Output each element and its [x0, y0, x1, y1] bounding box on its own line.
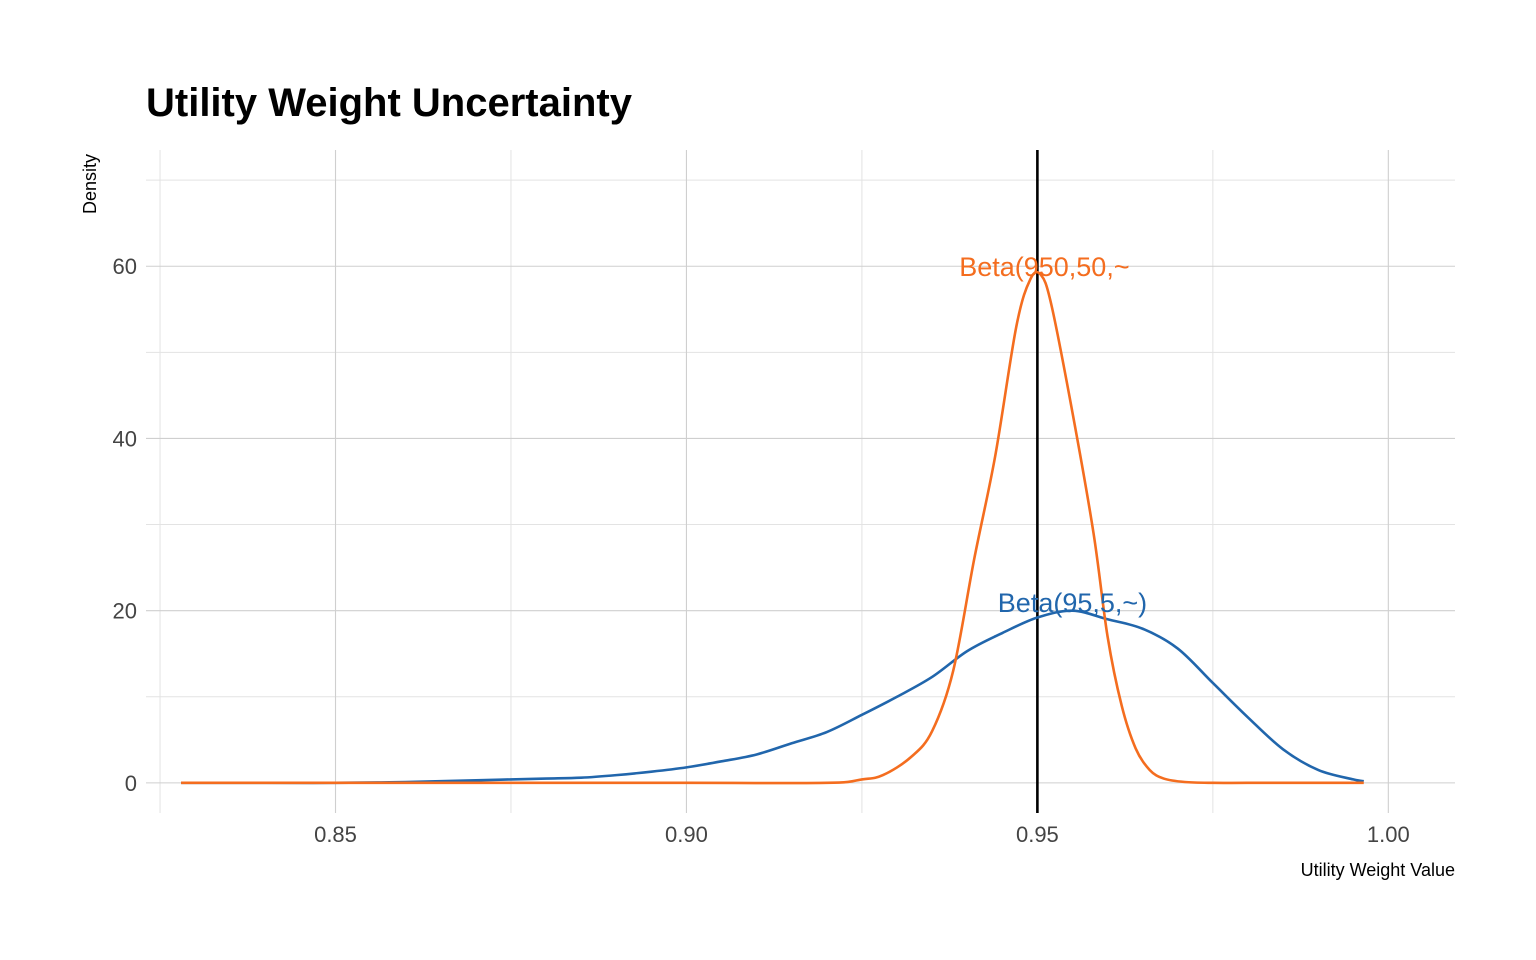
y-tick-label: 20 — [113, 599, 137, 624]
y-tick-label: 60 — [113, 254, 137, 279]
density-line-1 — [181, 270, 1364, 785]
y-tick-label: 40 — [113, 426, 137, 451]
x-tick-label: 0.90 — [665, 822, 708, 847]
grid-lines — [146, 150, 1455, 813]
y-tick-label: 0 — [125, 771, 137, 796]
chart-title: Utility Weight Uncertainty — [146, 81, 633, 125]
x-tick-label: 0.95 — [1016, 822, 1059, 847]
y-tick-labels: 0 20 40 60 — [113, 254, 137, 796]
x-tick-label: 1.00 — [1367, 822, 1410, 847]
series-group — [181, 270, 1364, 785]
y-axis-label: Density — [80, 154, 100, 214]
series-label-1: Beta(950,50,~ — [959, 252, 1129, 282]
series-labels: Beta(95,5,~) Beta(950,50,~ — [959, 252, 1147, 618]
series-label-0: Beta(95,5,~) — [998, 588, 1147, 618]
x-tick-labels: 0.85 0.90 0.95 1.00 — [314, 822, 1410, 847]
density-line-0 — [181, 609, 1364, 785]
x-tick-label: 0.85 — [314, 822, 357, 847]
x-axis-label: Utility Weight Value — [1301, 860, 1455, 880]
